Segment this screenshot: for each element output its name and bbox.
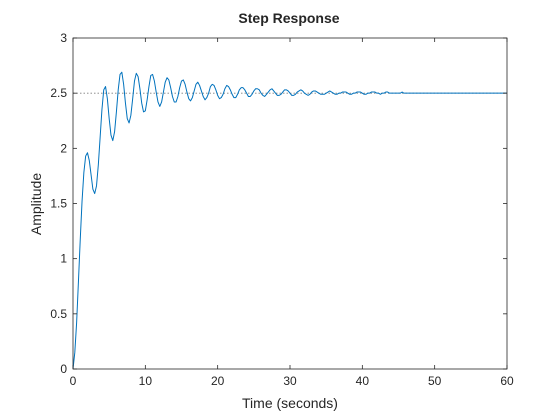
x-tick-label: 50 <box>428 374 442 388</box>
y-axis-ticks: 0 0.5 1 1.5 2 2.5 3 <box>50 31 507 376</box>
step-response-line <box>72 71 507 370</box>
x-tick-label: 40 <box>356 374 370 388</box>
y-tick-label: 2.5 <box>50 86 67 100</box>
y-tick-label: 0.5 <box>50 307 67 321</box>
x-tick-label: 30 <box>283 374 297 388</box>
axes-box <box>72 37 508 370</box>
y-tick-label: 0 <box>60 362 67 376</box>
x-tick-label: 20 <box>211 374 225 388</box>
x-tick-label: 0 <box>70 374 77 388</box>
x-tick-label: 10 <box>139 374 153 388</box>
x-tick-label: 60 <box>500 374 514 388</box>
y-tick-label: 3 <box>60 31 67 45</box>
chart-title: Step Response <box>238 10 339 26</box>
y-axis-label: Amplitude <box>28 173 44 235</box>
y-tick-label: 2 <box>60 141 67 155</box>
x-axis-label: Time (seconds) <box>242 395 338 411</box>
y-tick-label: 1 <box>60 252 67 266</box>
y-tick-label: 1.5 <box>50 197 67 211</box>
plot-area <box>72 71 507 370</box>
